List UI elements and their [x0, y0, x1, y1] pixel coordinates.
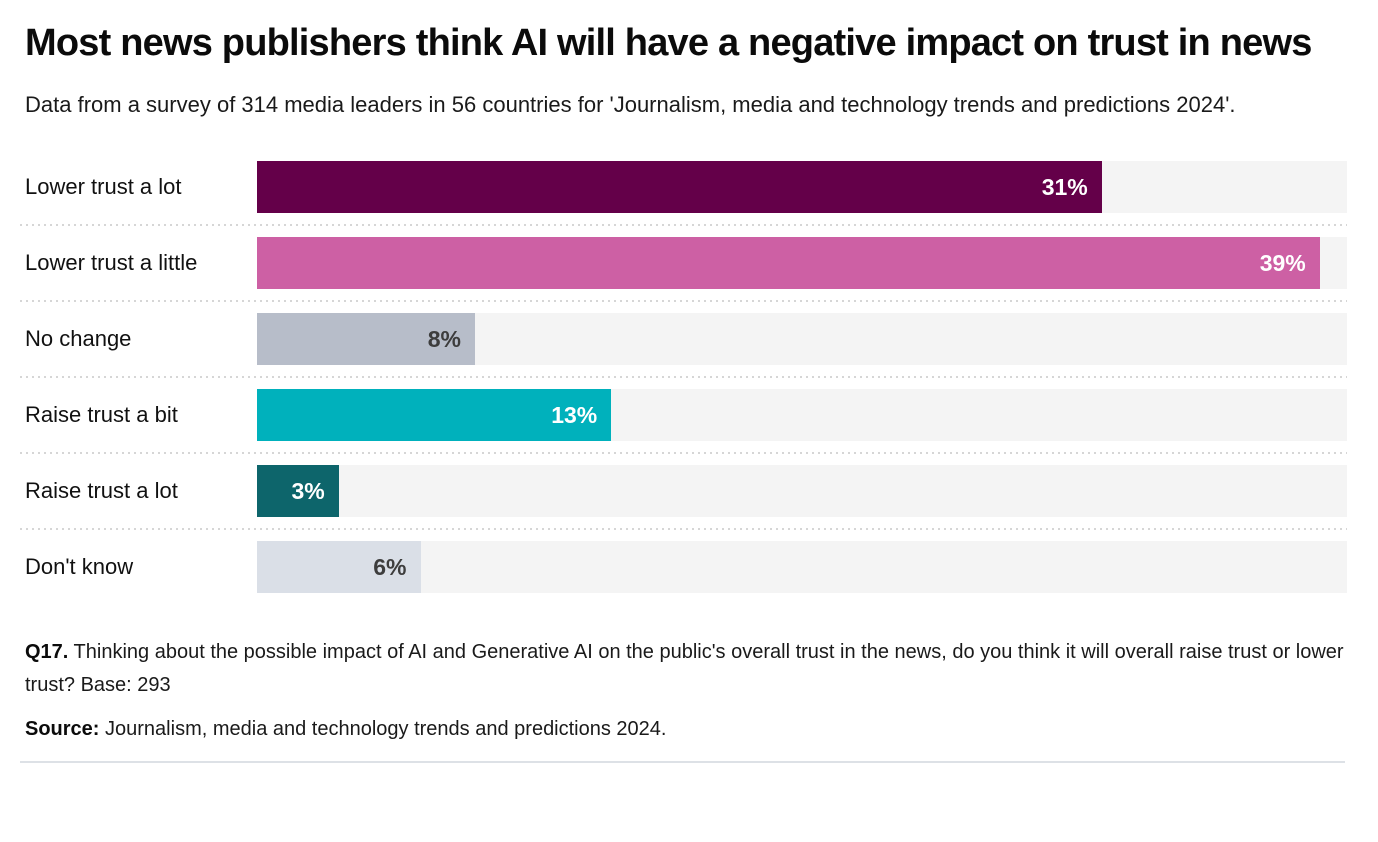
row-separator	[20, 300, 1347, 302]
bar-chart: Lower trust a lot 31% Lower trust a little…	[20, 150, 1347, 604]
bar: 6%	[257, 541, 421, 593]
category-label: No change	[25, 326, 132, 351]
source-note: Source: Journalism, media and technology…	[25, 713, 1350, 746]
bar-track: 31%	[257, 161, 1347, 213]
bar-track: 13%	[257, 389, 1347, 441]
category-label: Raise trust a bit	[25, 402, 178, 427]
row-separator	[20, 452, 1347, 454]
question-text: Thinking about the possible impact of AI…	[25, 641, 1344, 696]
category-label: Don't know	[25, 554, 134, 579]
bar: 13%	[257, 389, 612, 441]
bar-value-label: 39%	[1259, 249, 1306, 276]
chart-row: Lower trust a little 39%	[25, 226, 1347, 300]
bar-track: 3%	[257, 465, 1347, 517]
chart-subtitle: Data from a survey of 314 media leaders …	[25, 92, 1236, 117]
bar-track: 6%	[257, 541, 1347, 593]
chart-row: No change 8%	[25, 302, 1347, 376]
chart-row: Raise trust a lot 3%	[25, 454, 1347, 528]
category-label: Lower trust a lot	[25, 174, 182, 199]
bar-value-label: 6%	[373, 553, 407, 580]
bottom-divider	[20, 761, 1345, 763]
question-note: Q17. Thinking about the possible impact …	[25, 636, 1350, 702]
row-separator	[20, 528, 1347, 530]
row-separator	[20, 224, 1347, 226]
bar: 39%	[257, 237, 1320, 289]
chart-row: Raise trust a bit 13%	[25, 378, 1347, 452]
chart-title: Most news publishers think AI will have …	[25, 22, 1312, 64]
bar-value-label: 31%	[1041, 173, 1088, 200]
source-label: Source:	[25, 718, 100, 740]
bar: 31%	[257, 161, 1102, 213]
bar: 3%	[257, 465, 339, 517]
bar-value-label: 3%	[291, 477, 325, 504]
bar-value-label: 8%	[427, 325, 461, 352]
chart-row: Lower trust a lot 31%	[25, 150, 1347, 224]
row-separator	[20, 376, 1347, 378]
bar-track: 39%	[257, 237, 1347, 289]
source-text: Journalism, media and technology trends …	[99, 718, 667, 740]
category-label: Raise trust a lot	[25, 478, 178, 503]
chart-row: Don't know 6%	[25, 530, 1347, 604]
bar-value-label: 13%	[551, 401, 598, 428]
bar: 8%	[257, 313, 475, 365]
question-number: Q17.	[25, 641, 69, 663]
bar-track: 8%	[257, 313, 1347, 365]
category-label: Lower trust a little	[25, 250, 198, 275]
